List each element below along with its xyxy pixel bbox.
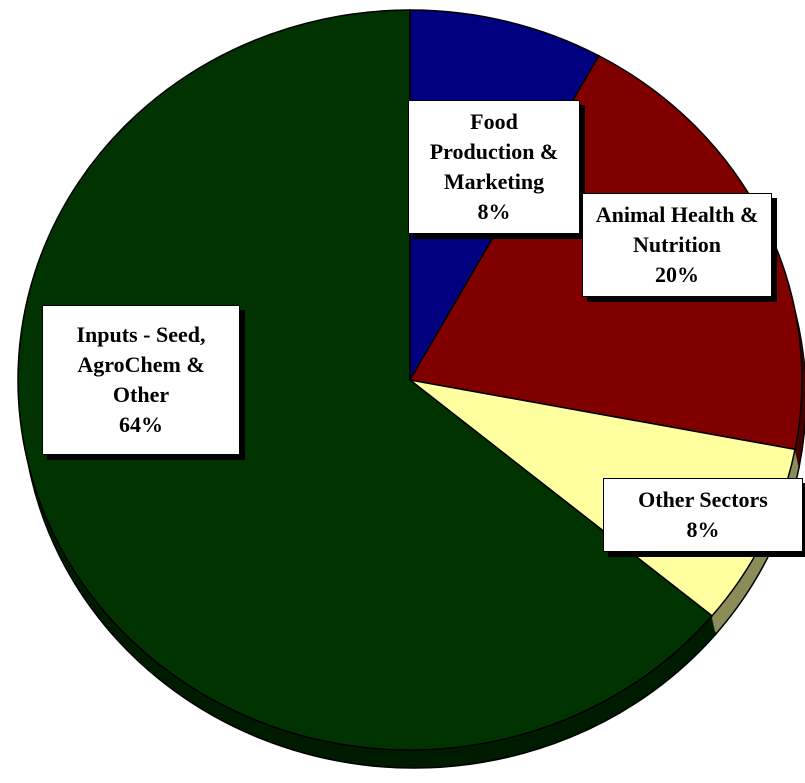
slice-label: Inputs - Seed, AgroChem & Other 64% [42, 305, 240, 455]
slice-label: Animal Health & Nutrition 20% [582, 193, 772, 297]
category-name: Animal Health & Nutrition [595, 202, 759, 257]
category-name: Other Sectors [638, 487, 768, 512]
value-label: 8% [477, 199, 511, 224]
value-label: 64% [119, 412, 163, 437]
slice-label: Food Production & Marketing 8% [408, 100, 580, 234]
slice-label: Other Sectors 8% [603, 478, 803, 552]
value-label: 20% [655, 262, 699, 287]
value-label: 8% [686, 517, 720, 542]
category-name: Inputs - Seed, AgroChem & Other [76, 322, 206, 407]
slice [17, 9, 714, 751]
category-name: Food Production & Marketing [429, 109, 559, 194]
